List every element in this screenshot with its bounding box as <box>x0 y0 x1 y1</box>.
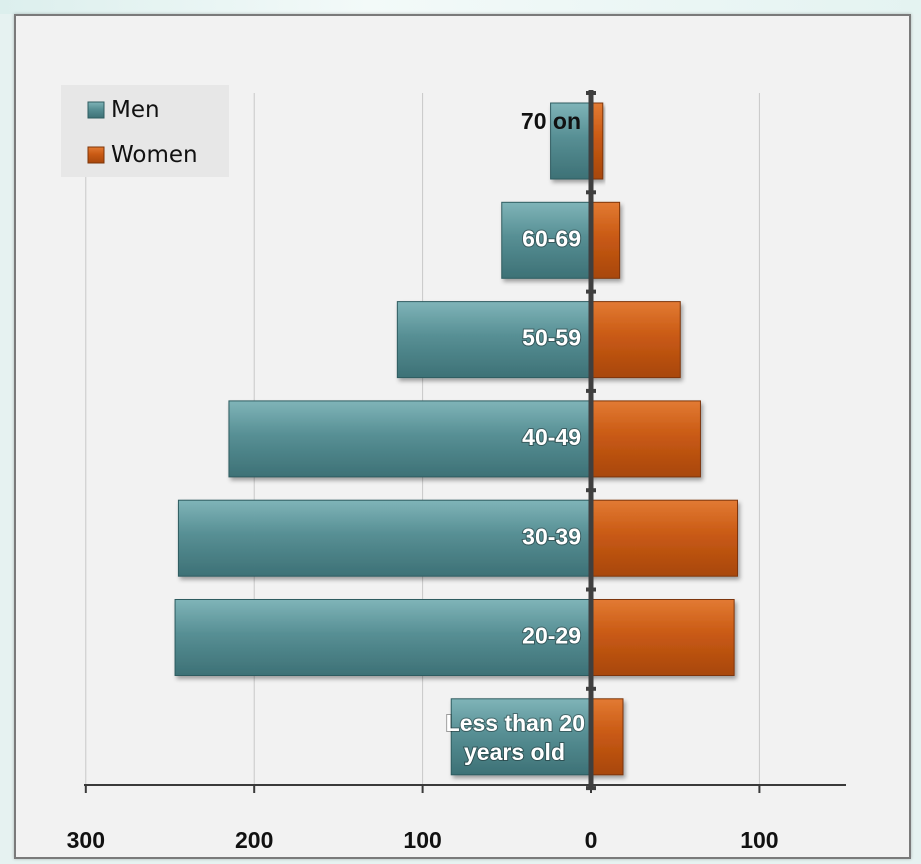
bar-men <box>550 102 592 180</box>
bar-men <box>228 400 592 478</box>
x-tick-label: 100 <box>740 827 778 853</box>
x-tick-labels: 300 200 100 0 100 <box>67 827 779 853</box>
legend: Men Women <box>61 85 229 177</box>
bar-men <box>396 301 592 379</box>
x-tick-label: 100 <box>403 827 441 853</box>
background-band <box>0 0 921 14</box>
population-pyramid-chart: 70 on 60-69 50-59 40-49 30-39 20-29 Less than … <box>61 85 846 853</box>
category-label: 60-69 <box>522 225 581 251</box>
bar-women <box>590 201 621 279</box>
chart-panel: 70 on 60-69 50-59 40-49 30-39 20-29 Less than … <box>14 14 911 859</box>
bar-men <box>174 599 592 676</box>
bar-women <box>590 301 681 379</box>
category-label: 20-29 <box>522 623 581 649</box>
category-label: 30-39 <box>522 523 581 549</box>
category-label: Less than 20 years old <box>446 710 585 765</box>
x-tick-label: 0 <box>585 827 598 853</box>
x-tick-label: 300 <box>67 827 105 853</box>
category-label: 50-59 <box>522 325 581 351</box>
x-tick-label: 200 <box>235 827 273 853</box>
axes <box>84 90 846 793</box>
legend-label-men: Men <box>111 97 160 123</box>
bar-men <box>450 698 592 776</box>
legend-swatch-men <box>87 101 105 119</box>
category-label: 40-49 <box>522 424 581 450</box>
bar-women <box>590 400 701 478</box>
bar-women <box>590 698 624 776</box>
bar-men <box>177 499 592 577</box>
category-label: 70 on <box>521 108 581 134</box>
bar-women <box>590 599 735 676</box>
category-labels: 70 on 60-69 50-59 40-49 30-39 20-29 Less than … <box>445 108 586 766</box>
legend-label-women: Women <box>111 142 198 168</box>
bar-women <box>590 499 739 577</box>
bars <box>174 102 739 776</box>
legend-swatch-women <box>87 146 105 164</box>
